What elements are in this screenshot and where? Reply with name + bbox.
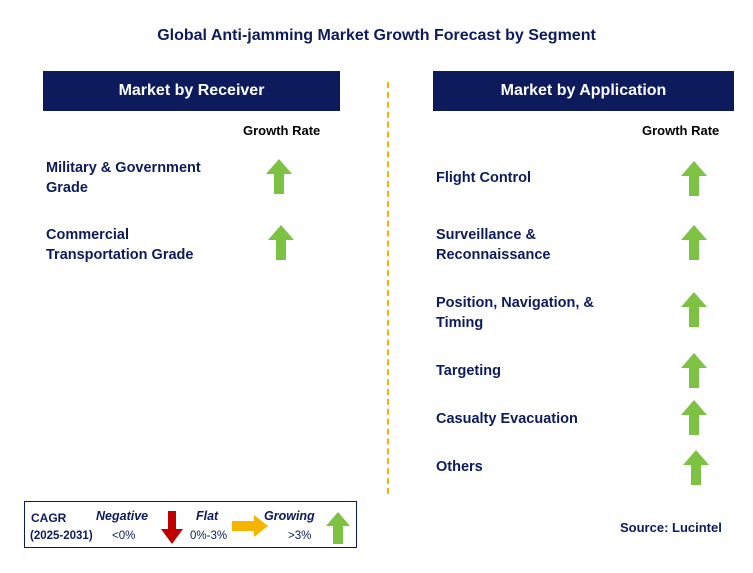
application-item-line1: Position, Navigation, & (436, 295, 594, 311)
application-item-line1: Targeting (436, 363, 501, 379)
receiver-growth-rate-label: Growth Rate (243, 123, 321, 138)
receiver-item-line1: Military & Government (46, 160, 201, 176)
cagr-legend (24, 501, 357, 548)
source-note: Source: Lucintel (620, 520, 722, 535)
application-growth-rate-label: Growth Rate (642, 123, 720, 138)
application-item-targeting: Targeting (436, 361, 501, 381)
panel-divider (387, 82, 389, 494)
application-item-line2: Timing (436, 315, 484, 331)
up-arrow-icon (326, 512, 350, 544)
receiver-item-military: Military & Government Grade (46, 158, 201, 198)
receiver-item-commercial: Commercial Transportation Grade (46, 225, 193, 265)
legend-negative-range: <0% (112, 530, 136, 542)
legend-growing-label: Growing (264, 509, 315, 523)
application-item-line1: Surveillance & (436, 227, 536, 243)
legend-period: (2025-2031) (30, 530, 93, 542)
receiver-item-line2: Transportation Grade (46, 247, 194, 263)
up-arrow-icon (681, 292, 707, 327)
receiver-item-line2: Grade (46, 180, 88, 196)
application-item-line1: Casualty Evacuation (436, 411, 578, 427)
legend-cagr-label: CAGR (31, 511, 67, 525)
page-title: Global Anti-jamming Market Growth Foreca… (157, 27, 596, 44)
application-item-casualty-evacuation: Casualty Evacuation (436, 409, 578, 429)
receiver-header: Market by Receiver (43, 71, 340, 111)
application-header: Market by Application (433, 71, 734, 111)
application-item-pnt: Position, Navigation, & Timing (436, 293, 594, 333)
application-item-surveillance: Surveillance & Reconnaissance (436, 225, 550, 265)
up-arrow-icon (683, 450, 709, 485)
right-arrow-icon (232, 515, 268, 537)
application-item-line2: Reconnaissance (436, 247, 551, 263)
up-arrow-icon (681, 161, 707, 196)
application-item-line1: Others (436, 459, 483, 475)
legend-negative-label: Negative (96, 509, 149, 523)
up-arrow-icon (268, 225, 294, 260)
receiver-item-line1: Commercial (46, 227, 130, 243)
up-arrow-icon (681, 353, 707, 388)
up-arrow-icon (681, 225, 707, 260)
up-arrow-icon (266, 159, 292, 194)
up-arrow-icon (681, 400, 707, 435)
legend-growing-range: >3% (288, 530, 312, 542)
application-item-line1: Flight Control (436, 170, 532, 186)
legend-flat-label: Flat (196, 509, 219, 523)
down-arrow-icon (161, 511, 183, 544)
legend-flat-range: 0%-3% (190, 530, 228, 542)
application-item-others: Others (436, 457, 483, 477)
application-item-flight-control: Flight Control (436, 168, 531, 188)
